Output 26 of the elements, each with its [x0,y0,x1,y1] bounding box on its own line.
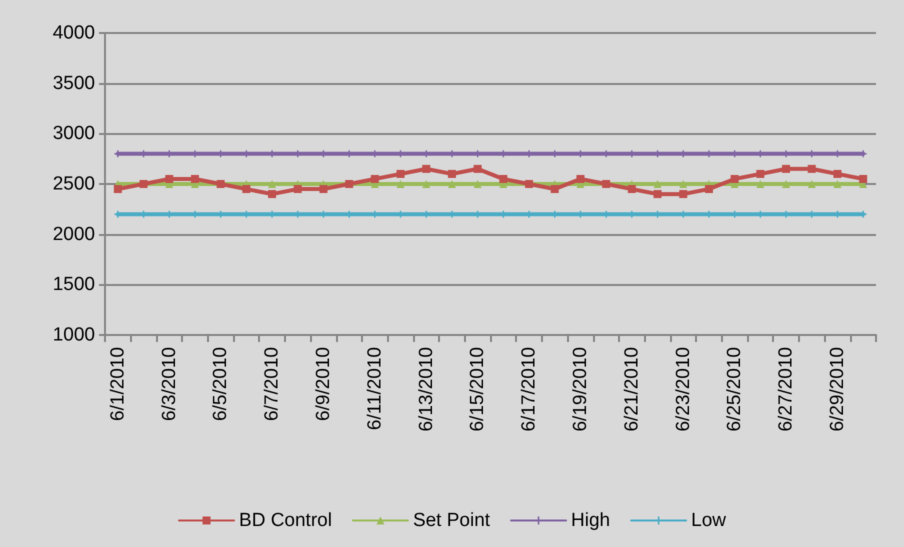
legend-label: Low [691,510,726,531]
x-tick-label: 6/17/2010 [518,347,540,432]
x-tick-label: 6/9/2010 [312,347,334,421]
y-tick-label: 4000 [52,22,95,44]
x-tick-label: 6/1/2010 [107,347,128,421]
x-tick-label: 6/13/2010 [416,347,437,432]
x-tick-label: 6/19/2010 [570,347,591,432]
y-tick-label: 3500 [52,72,95,94]
y-tick-label: 1500 [52,274,95,296]
y-tick-label: 1000 [52,324,95,346]
x-tick-label: 6/7/2010 [262,347,283,421]
legend-label: Set Point [412,510,491,531]
x-tick-label: 6/21/2010 [621,347,642,432]
x-tick-label: 6/27/2010 [776,347,797,432]
x-tick-label: 6/25/2010 [724,347,746,432]
x-tick-label: 6/29/2010 [826,347,848,432]
legend-label: High [571,510,610,531]
y-tick-label: 2000 [52,224,95,245]
legend-label: BD Control [239,510,332,531]
x-tick-label: 6/15/2010 [467,347,488,432]
x-tick-label: 6/11/2010 [364,347,386,430]
x-tick-label: 6/23/2010 [672,347,694,432]
y-tick-label: 3000 [52,123,95,144]
x-tick-label: 6/3/2010 [158,347,180,421]
y-tick-label: 2500 [52,174,95,194]
x-tick-label: 6/5/2010 [210,347,232,421]
